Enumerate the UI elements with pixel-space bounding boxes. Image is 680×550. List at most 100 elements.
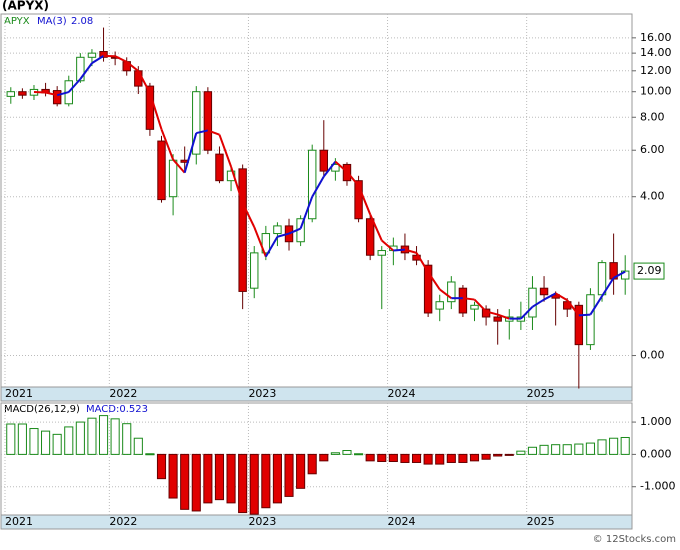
x-tick-label: 2022 bbox=[109, 387, 137, 400]
macd-bar bbox=[575, 444, 583, 454]
macd-bar bbox=[30, 429, 38, 455]
macd-bar bbox=[262, 454, 270, 507]
macd-bar bbox=[18, 424, 26, 454]
macd-bar bbox=[447, 454, 455, 462]
macd-bar bbox=[53, 434, 61, 454]
macd-bar bbox=[366, 454, 374, 460]
macd-bar bbox=[343, 451, 351, 455]
macd-bar bbox=[586, 443, 594, 454]
macd-bar bbox=[134, 438, 142, 454]
price-panel bbox=[1, 14, 632, 387]
macd-bar bbox=[181, 454, 189, 509]
y-tick-label: 4.00 bbox=[640, 190, 665, 203]
macd-bar bbox=[621, 437, 629, 454]
y-tick-label: 0.00 bbox=[640, 349, 665, 362]
candle-body bbox=[204, 92, 211, 151]
macd-bar bbox=[157, 454, 165, 478]
y-tick-label: 10.00 bbox=[640, 85, 672, 98]
macd-bar bbox=[331, 453, 339, 455]
macd-bar bbox=[65, 427, 73, 454]
candle-body bbox=[494, 317, 501, 321]
macd-bar bbox=[552, 445, 560, 455]
macd-bar bbox=[505, 454, 513, 455]
candle-body bbox=[540, 288, 547, 295]
x-tick-label: 2021 bbox=[5, 515, 33, 528]
x-tick-label: 2021 bbox=[5, 387, 33, 400]
y-tick-label: 16.00 bbox=[640, 31, 672, 44]
x-tick-label: 2025 bbox=[527, 515, 555, 528]
candle-body bbox=[308, 150, 315, 219]
candle-body bbox=[471, 305, 478, 309]
candle-body bbox=[529, 288, 536, 317]
candle-body bbox=[251, 253, 258, 288]
chart-title: (APYX) bbox=[2, 0, 49, 13]
macd-bar bbox=[401, 454, 409, 462]
candle-body bbox=[598, 263, 605, 295]
last-price: 2.09 bbox=[637, 264, 662, 277]
macd-bar bbox=[227, 454, 235, 502]
candle-body bbox=[378, 251, 385, 256]
y-tick-label: 8.00 bbox=[640, 110, 665, 123]
macd-bar bbox=[273, 454, 281, 502]
macd-bar bbox=[7, 424, 15, 454]
macd-bar bbox=[540, 445, 548, 454]
macd-bar bbox=[355, 454, 363, 455]
candle-body bbox=[88, 53, 95, 57]
macd-bar bbox=[389, 454, 397, 461]
macd-bar bbox=[459, 454, 467, 462]
candle-body bbox=[77, 57, 84, 80]
macd-bar bbox=[123, 424, 131, 455]
legend-macd: MACD(26,12,9) bbox=[4, 404, 80, 415]
candle-body bbox=[53, 91, 60, 104]
ma-segment bbox=[463, 298, 475, 299]
macd-bar bbox=[297, 454, 305, 488]
candle-body bbox=[366, 219, 373, 255]
legend-ma: MA(3) bbox=[37, 16, 67, 27]
macd-bar bbox=[528, 447, 536, 454]
x-tick-label: 2024 bbox=[388, 387, 416, 400]
legend-ticker: APYX bbox=[4, 16, 30, 27]
macd-bar bbox=[42, 431, 50, 454]
y-tick-label: 14.00 bbox=[640, 46, 672, 59]
macd-bar bbox=[482, 454, 490, 459]
macd-bar bbox=[610, 438, 618, 454]
macd-bar bbox=[308, 454, 316, 473]
x-tick-label: 2025 bbox=[527, 387, 555, 400]
macd-bar bbox=[192, 454, 200, 511]
macd-bar bbox=[320, 454, 328, 460]
macd-bar bbox=[99, 416, 107, 455]
candle-body bbox=[274, 226, 281, 234]
x-tick-label: 2023 bbox=[248, 387, 276, 400]
macd-bar bbox=[250, 454, 258, 514]
candle-body bbox=[436, 302, 443, 309]
macd-bar bbox=[88, 418, 96, 454]
macd-bar bbox=[169, 454, 177, 498]
macd-bar bbox=[436, 454, 444, 464]
candle-body bbox=[239, 169, 246, 292]
y-tick-label: 0.000 bbox=[640, 447, 672, 460]
ma-segment bbox=[579, 315, 591, 316]
x-tick-label: 2022 bbox=[109, 515, 137, 528]
x-tick-label: 2023 bbox=[248, 515, 276, 528]
macd-bar bbox=[470, 454, 478, 460]
y-tick-label: 6.00 bbox=[640, 143, 665, 156]
macd-bar bbox=[76, 422, 84, 454]
macd-bar bbox=[378, 454, 386, 461]
candle-body bbox=[7, 92, 14, 97]
x-tick-label: 2024 bbox=[388, 515, 416, 528]
macd-bar bbox=[412, 454, 420, 462]
macd-bar bbox=[517, 451, 525, 454]
macd-bar bbox=[204, 454, 212, 502]
ma-segment bbox=[393, 250, 405, 251]
candle-body bbox=[158, 141, 165, 200]
macd-bar bbox=[146, 454, 154, 455]
macd-bar bbox=[424, 454, 432, 464]
candle-body bbox=[19, 92, 26, 95]
macd-bar bbox=[494, 454, 502, 456]
y-tick-label: 1.000 bbox=[640, 415, 672, 428]
macd-bar bbox=[111, 419, 119, 455]
macd-bar bbox=[215, 454, 223, 499]
macd-bar bbox=[598, 440, 606, 455]
macd-bar bbox=[285, 454, 293, 496]
